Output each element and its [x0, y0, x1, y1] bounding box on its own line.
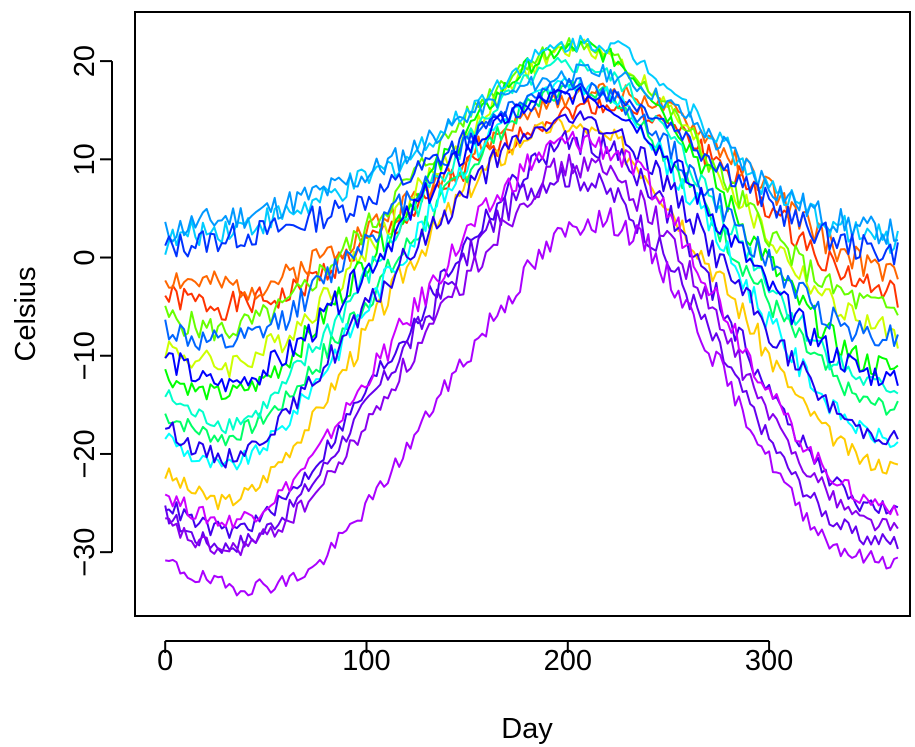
- x-axis-title: Day: [501, 713, 553, 745]
- axes: 0 100 200 300 −30 −20 −10 0 10 20: [69, 45, 793, 677]
- x-tick-label: 100: [342, 645, 390, 677]
- y-tick-label: −30: [69, 528, 101, 577]
- x-tick-label: 200: [544, 645, 592, 677]
- y-axis-title: Celsius: [10, 266, 42, 361]
- series-line: [164, 39, 899, 401]
- y-tick-label: −10: [69, 331, 101, 380]
- series-line: [165, 207, 899, 597]
- x-tick-label: 0: [157, 645, 173, 677]
- series-line: [164, 34, 899, 255]
- series-line: [164, 110, 899, 469]
- y-tick-label: 10: [69, 143, 101, 175]
- plot-frame: [134, 11, 911, 617]
- y-tick-label: 20: [69, 45, 101, 77]
- y-tick-label: −20: [69, 429, 101, 478]
- series-line: [164, 56, 899, 435]
- series-line: [164, 86, 899, 393]
- series-line: [164, 77, 899, 351]
- x-tick-label: 300: [745, 645, 793, 677]
- series-line: [165, 153, 899, 557]
- series-line: [164, 163, 899, 554]
- series-line: [164, 63, 899, 245]
- series-line: [164, 82, 899, 266]
- series-lines: [164, 34, 899, 597]
- series-line: [164, 127, 899, 539]
- series-line: [164, 130, 899, 530]
- y-tick-label: 0: [69, 249, 101, 265]
